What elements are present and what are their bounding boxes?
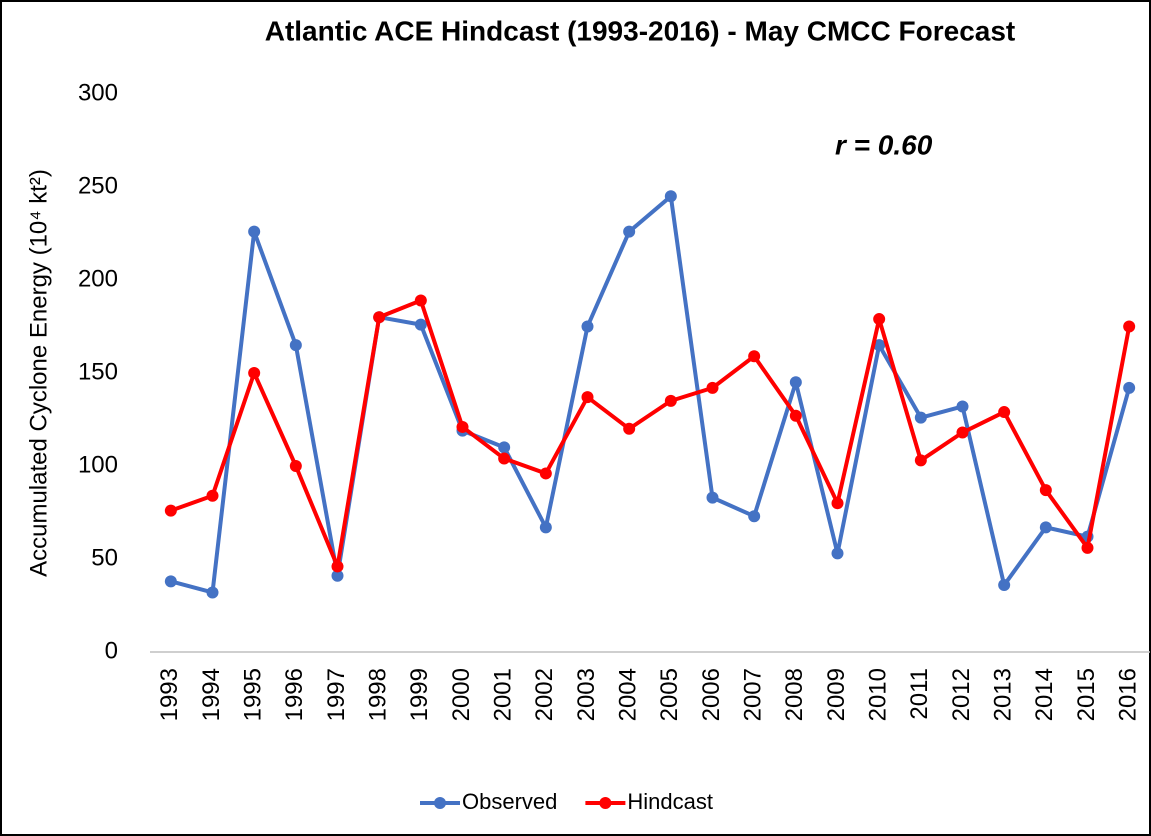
point (164, 504, 177, 517)
point (998, 579, 1011, 592)
point (623, 225, 636, 238)
point (331, 569, 344, 582)
point (789, 409, 802, 422)
legend-label: Observed (462, 789, 557, 814)
point (248, 367, 261, 379)
point (623, 422, 636, 435)
point (456, 420, 469, 433)
x-tick-label: 1994 (198, 668, 225, 721)
x-tick-label: 2012 (948, 668, 975, 721)
point (873, 313, 886, 326)
point (664, 190, 677, 203)
point (664, 394, 677, 407)
point (831, 497, 844, 510)
point (956, 426, 969, 439)
x-tick-label: 2015 (1073, 668, 1100, 721)
point (914, 454, 927, 467)
x-tick-label: 1998 (365, 668, 392, 721)
x-tick-label: 1993 (156, 668, 183, 721)
point (539, 521, 552, 534)
point (414, 318, 427, 331)
x-tick-label: 2008 (781, 668, 808, 721)
point (581, 320, 594, 333)
point (289, 460, 302, 472)
x-tick-label: 2016 (1115, 668, 1142, 721)
chart-title: Atlantic ACE Hindcast (1993-2016) - May … (265, 15, 1016, 46)
x-tick-label: 2006 (698, 668, 725, 721)
y-tick-label: 50 (91, 544, 118, 571)
x-tick-label: 2003 (573, 668, 600, 721)
y-tick-label: 250 (78, 172, 118, 199)
point (748, 350, 761, 363)
point (164, 575, 177, 588)
y-tick-label: 0 (105, 637, 118, 664)
point (581, 391, 594, 404)
point (373, 311, 386, 324)
point (539, 467, 552, 480)
point (956, 400, 969, 413)
x-tick-label: 2002 (531, 668, 558, 721)
x-tick-label: 1995 (240, 668, 267, 721)
x-tick-label: 2005 (656, 668, 683, 721)
series-line (170, 194, 1132, 595)
point (414, 294, 427, 307)
point (248, 225, 261, 238)
y-tick-label: 200 (78, 265, 118, 292)
x-tick-label: 2010 (865, 668, 892, 721)
x-tick-label: 2001 (490, 668, 517, 721)
legend-marker (434, 797, 446, 809)
x-tick-label: 1997 (323, 668, 350, 721)
x-tick-label: 2009 (823, 668, 850, 721)
legend-marker (599, 797, 612, 809)
point (1123, 320, 1136, 333)
x-tick-label: 1996 (281, 668, 308, 721)
point (1039, 521, 1052, 534)
x-tick-label: 2000 (448, 668, 475, 721)
x-tick-label: 2011 (906, 668, 933, 720)
annotation: r = 0.60 (835, 129, 933, 160)
point (873, 339, 886, 352)
x-tick-label: 2004 (615, 668, 642, 721)
x-tick-label: 1999 (406, 668, 433, 721)
point (914, 411, 927, 424)
point (289, 339, 302, 352)
point (1039, 484, 1052, 497)
point (331, 560, 344, 573)
y-axis-label: Accumulated Cyclone Energy (10⁴ kt²) (25, 169, 52, 577)
point (706, 381, 719, 394)
point (748, 510, 761, 523)
legend-label: Hindcast (627, 789, 713, 814)
point (498, 441, 511, 454)
point (498, 452, 511, 465)
x-tick-label: 2014 (1031, 668, 1058, 721)
x-tick-label: 2007 (740, 668, 767, 721)
point (789, 376, 802, 389)
y-tick-label: 300 (78, 79, 118, 106)
y-tick-label: 100 (78, 451, 118, 478)
point (831, 547, 844, 560)
y-tick-label: 150 (78, 358, 118, 385)
point (1081, 541, 1094, 554)
point (206, 489, 219, 502)
point (998, 406, 1011, 419)
point (706, 491, 719, 504)
series-line (170, 298, 1132, 569)
point (206, 586, 219, 599)
x-tick-label: 2013 (990, 668, 1017, 721)
point (1123, 381, 1136, 394)
